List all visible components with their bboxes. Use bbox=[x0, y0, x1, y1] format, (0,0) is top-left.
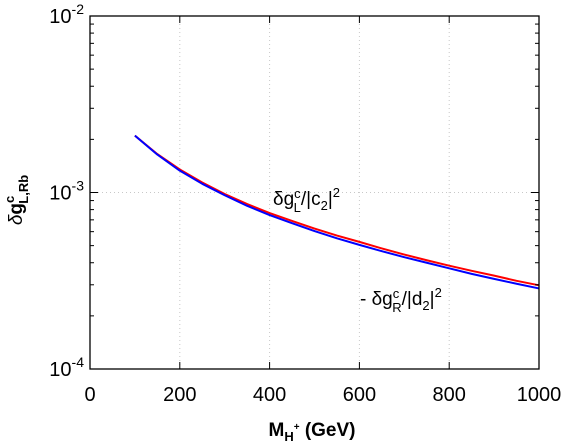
grid bbox=[90, 16, 539, 369]
y-tick-label: 10-3 bbox=[49, 178, 84, 205]
annotation-left: δgc L/|c2|2 bbox=[273, 185, 340, 215]
series-layer bbox=[134, 134, 540, 290]
x-tick-label: 600 bbox=[343, 384, 376, 406]
x-tick-label: 800 bbox=[433, 384, 466, 406]
series-line-1 bbox=[134, 134, 540, 290]
x-tick-label: 0 bbox=[84, 384, 95, 406]
x-tick-label: 200 bbox=[163, 384, 196, 406]
y-tick-label: 10-4 bbox=[49, 354, 84, 381]
x-tick-label: 400 bbox=[253, 384, 286, 406]
svg-text:δgcL,Rb: δgcL,Rb bbox=[2, 175, 31, 225]
x-axis-title: MH+ (GeV) bbox=[268, 420, 355, 444]
ticks bbox=[89, 15, 540, 370]
y-tick-label: 10-2 bbox=[49, 1, 84, 28]
x-tick-labels: 0 200 400 600 800 1000 bbox=[84, 384, 561, 406]
y-tick-labels: 10-2 10-3 10-4 bbox=[49, 1, 84, 381]
series-line-0 bbox=[134, 134, 540, 287]
y-axis-title: δgcL,Rb bbox=[2, 175, 31, 225]
annotation-right: - δgc R/|d2|2 bbox=[360, 285, 442, 315]
x-tick-label: 1000 bbox=[517, 384, 562, 406]
